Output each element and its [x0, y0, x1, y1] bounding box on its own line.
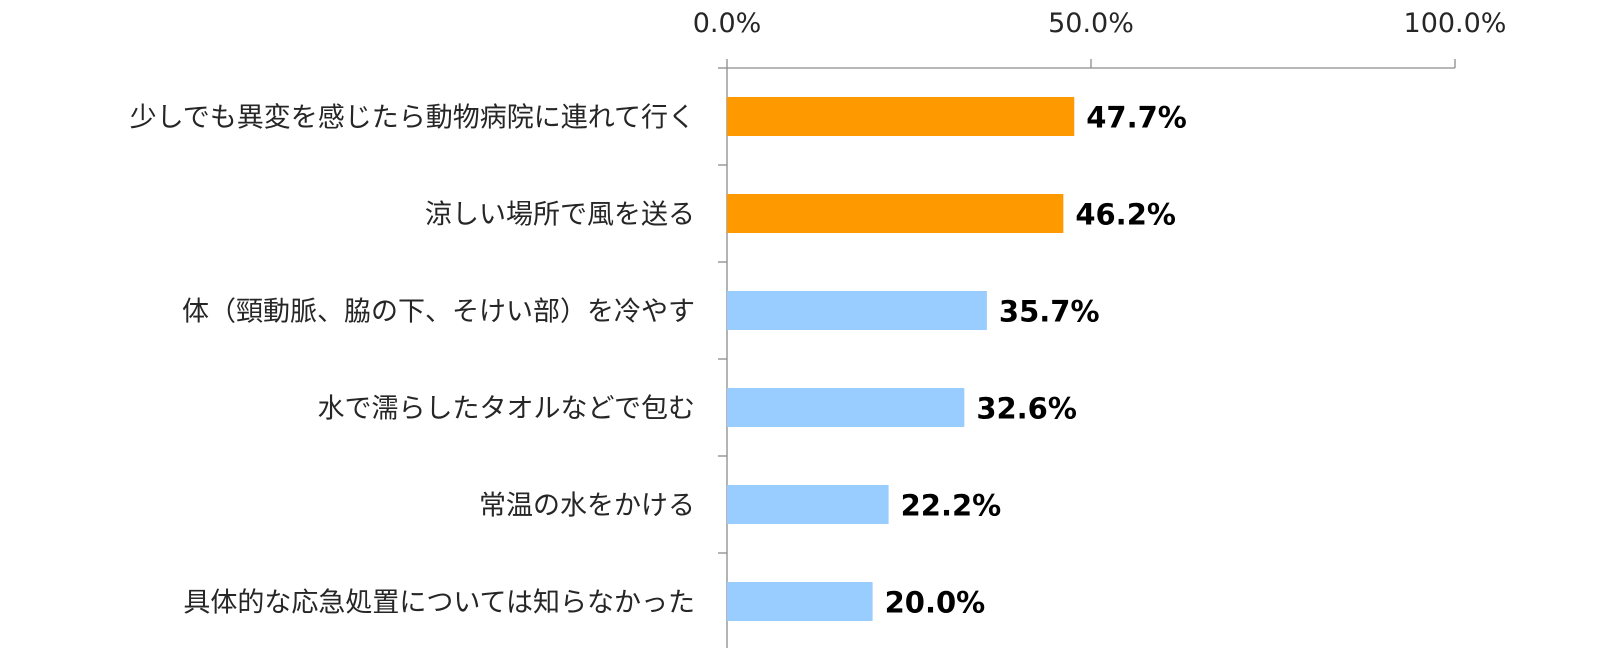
data-label: 47.7% — [1086, 101, 1187, 135]
data-label: 35.7% — [999, 295, 1100, 329]
category-label: 常温の水をかける — [479, 491, 695, 522]
x-axis: 0.0% 50.0% 100.0% — [693, 8, 1507, 69]
bar — [727, 388, 965, 427]
category-labels: 少しでも異変を感じたら動物病院に連れて行く涼しい場所で風を送る体（頸動脈、脇の下… — [130, 103, 695, 619]
category-label: 涼しい場所で風を送る — [425, 200, 695, 231]
category-label: 水で濡らしたタオルなどで包む — [318, 394, 695, 425]
data-label: 46.2% — [1075, 198, 1176, 232]
bar — [727, 582, 873, 621]
category-label: 少しでも異変を感じたら動物病院に連れて行く — [130, 103, 695, 134]
x-tick-label: 0.0% — [693, 8, 762, 39]
y-axis — [718, 67, 728, 648]
data-label: 20.0% — [885, 586, 986, 620]
bars — [727, 97, 1075, 621]
bar — [727, 485, 889, 524]
data-label: 22.2% — [901, 489, 1002, 523]
data-label: 32.6% — [976, 392, 1077, 426]
x-tick-label: 100.0% — [1404, 8, 1507, 39]
x-tick-label: 50.0% — [1048, 8, 1134, 39]
bar — [727, 194, 1064, 233]
category-label: 体（頸動脈、脇の下、そけい部）を冷やす — [182, 297, 695, 328]
data-labels: 47.7% 46.2% 35.7% 32.6% 22.2% 20.0% — [885, 101, 1187, 620]
category-label: 具体的な応急処置については知らなかった — [183, 588, 695, 619]
bar — [727, 291, 987, 330]
bar — [727, 97, 1075, 136]
